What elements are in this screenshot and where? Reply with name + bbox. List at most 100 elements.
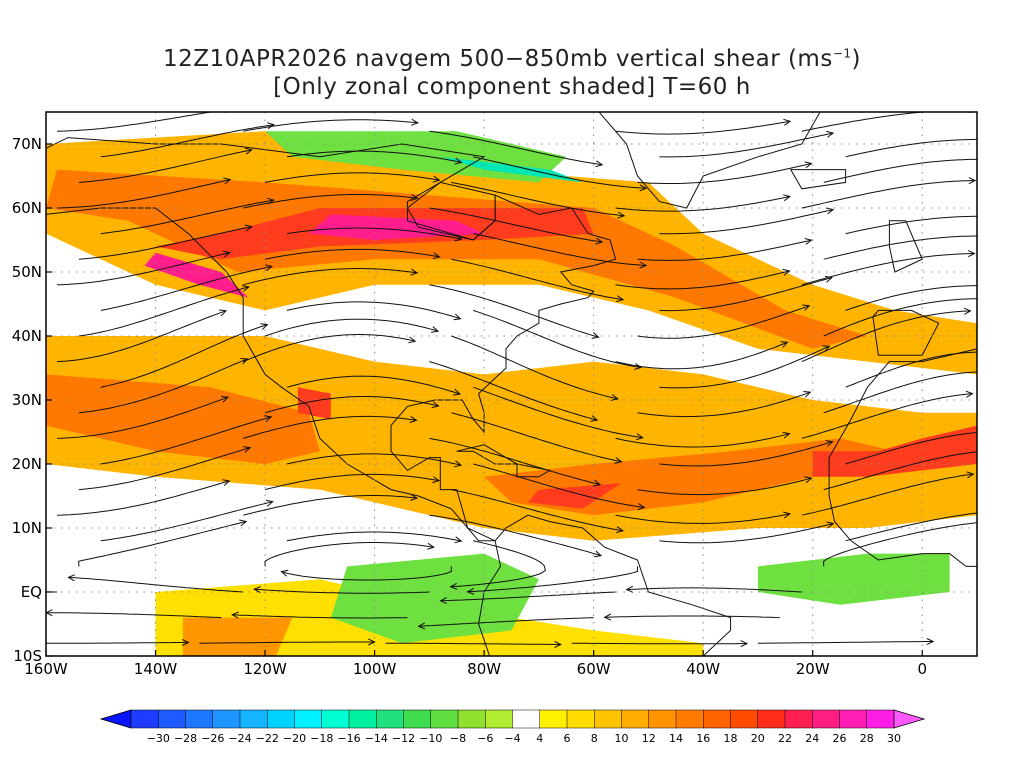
streamline-arrow bbox=[432, 175, 441, 183]
streamline-arrow bbox=[280, 569, 289, 577]
streamline bbox=[659, 441, 833, 467]
colorbar-label: 24 bbox=[805, 732, 819, 745]
streamline-arrow bbox=[243, 446, 252, 453]
streamline-arrow bbox=[926, 638, 935, 646]
streamline-arrow bbox=[181, 638, 190, 646]
streamline bbox=[286, 531, 462, 542]
colorbar-swatch bbox=[403, 709, 432, 729]
shear-core-south bbox=[182, 617, 293, 656]
streamline bbox=[450, 540, 546, 588]
streamline-arrow bbox=[426, 542, 435, 550]
streamline bbox=[78, 358, 248, 414]
streamline bbox=[429, 361, 598, 421]
colorbar-label: −18 bbox=[310, 732, 333, 745]
streamline-arrow bbox=[410, 268, 419, 276]
streamline-arrow bbox=[988, 296, 995, 302]
streamline-arrow bbox=[368, 638, 376, 646]
streamline bbox=[100, 199, 274, 235]
streamline bbox=[637, 391, 811, 418]
colorbar-label: 8 bbox=[591, 732, 598, 745]
streamline bbox=[286, 453, 462, 466]
colorbar-swatch bbox=[239, 709, 268, 729]
streamline-arrow bbox=[220, 396, 230, 403]
streamline-arrow bbox=[240, 358, 249, 365]
streamline-arrow bbox=[804, 161, 813, 169]
hudson-bay-coast bbox=[406, 181, 496, 241]
streamline-arrow bbox=[266, 122, 275, 130]
streamline bbox=[68, 576, 244, 593]
streamline-arrow bbox=[603, 613, 612, 621]
colorbar-swatch bbox=[212, 709, 241, 729]
streamline-arrow bbox=[432, 252, 441, 260]
lon-tick-label: 60W bbox=[577, 660, 611, 678]
colorbar-swatch bbox=[130, 709, 159, 729]
colorbar-under-arrow bbox=[99, 709, 132, 729]
streamline bbox=[615, 120, 791, 135]
streamline-arrow bbox=[431, 326, 440, 333]
lat-lon-grid bbox=[46, 112, 977, 656]
lon-tick-label: 20W bbox=[796, 660, 830, 678]
colorbar-swatch bbox=[267, 709, 296, 729]
streamline bbox=[615, 341, 788, 370]
colorbar-swatch bbox=[784, 709, 813, 729]
easterly-shear-amazon bbox=[330, 553, 539, 644]
streamline-arrow bbox=[454, 234, 463, 242]
streamline-arrow bbox=[223, 177, 232, 185]
streamline-arrow bbox=[449, 582, 458, 590]
cuba-coast bbox=[456, 444, 519, 465]
streamline-arrow bbox=[614, 457, 623, 464]
streamline-arrow bbox=[634, 363, 643, 370]
streamline-arrow bbox=[595, 237, 604, 245]
streamline bbox=[429, 130, 603, 166]
lat-tick-label: EQ bbox=[21, 583, 42, 601]
streamline-arrow bbox=[222, 250, 231, 258]
lat-tick-label: 70N bbox=[12, 135, 42, 153]
colorbar-label: 4 bbox=[536, 732, 543, 745]
colorbar-label: −12 bbox=[392, 732, 415, 745]
streamline bbox=[473, 463, 645, 508]
colorbar-label: 10 bbox=[615, 732, 629, 745]
colorbar-label: 26 bbox=[833, 732, 847, 745]
streamline-arrow bbox=[239, 519, 248, 527]
streamline bbox=[385, 642, 561, 645]
streamline bbox=[823, 298, 977, 337]
streamline-arrow bbox=[963, 307, 972, 315]
streamline bbox=[637, 477, 812, 496]
shear-peak-pacific-nw bbox=[144, 252, 249, 298]
colorbar-swatch bbox=[594, 709, 623, 729]
colorbar-label: −24 bbox=[228, 732, 251, 745]
streamline bbox=[56, 396, 229, 439]
streamline bbox=[801, 310, 971, 363]
streamline-arrow bbox=[988, 369, 994, 375]
streamline-arrow bbox=[966, 471, 975, 479]
streamline bbox=[451, 335, 618, 400]
streamline-arrow bbox=[1012, 507, 1018, 513]
shear-core-north bbox=[46, 169, 868, 349]
colorbar-label: 30 bbox=[887, 732, 901, 745]
lat-tick-label: 20N bbox=[12, 455, 42, 473]
streamline-arrow bbox=[222, 479, 231, 486]
streamline bbox=[451, 489, 623, 532]
colorbar-label: 14 bbox=[669, 732, 683, 745]
streamline bbox=[823, 235, 977, 260]
streamline bbox=[473, 386, 643, 439]
streamline bbox=[243, 194, 418, 209]
easterly-shear-baffin bbox=[440, 156, 583, 183]
streamline bbox=[265, 172, 440, 183]
south-america-coast bbox=[478, 514, 732, 656]
streamline-arrow bbox=[67, 574, 75, 582]
streamline bbox=[78, 149, 252, 183]
streamline-arrow bbox=[439, 597, 448, 605]
streamline bbox=[429, 437, 601, 486]
streamline bbox=[823, 371, 977, 414]
shear-max-caribbean bbox=[527, 483, 621, 509]
streamline bbox=[637, 239, 812, 261]
colorbar-swatch bbox=[512, 709, 541, 729]
streamline-arrow bbox=[804, 238, 813, 245]
streamline-arrow bbox=[409, 415, 418, 423]
latitude-labels: 70N 60N 50N 40N 30N 20N 10N EQ 10S bbox=[12, 135, 52, 665]
easterly-shear-atlantic bbox=[757, 553, 950, 605]
colorbar-label: 16 bbox=[696, 732, 710, 745]
streamline bbox=[451, 412, 622, 463]
streamline bbox=[100, 266, 272, 311]
